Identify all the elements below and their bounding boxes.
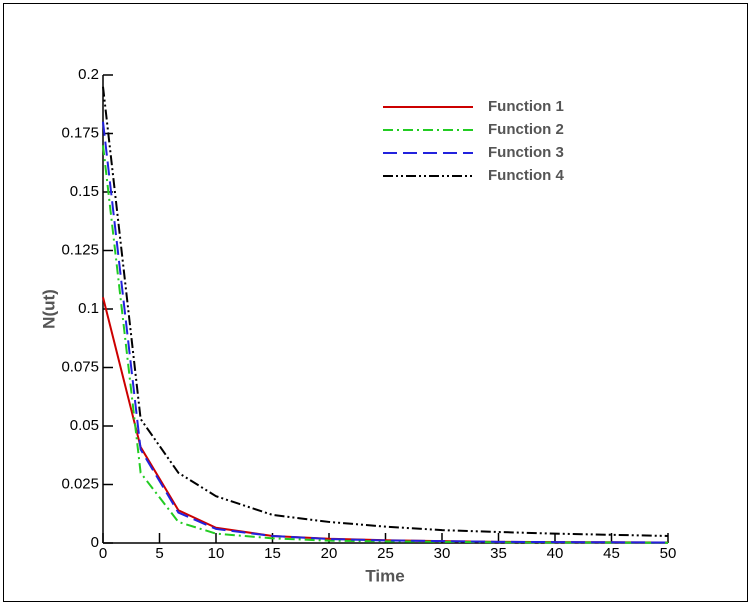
legend-label: Function 4	[488, 167, 564, 184]
y-tick-label: 0.125	[61, 241, 99, 258]
x-axis-title: Time	[365, 566, 404, 585]
frame	[3, 3, 748, 602]
legend-label: Function 2	[488, 121, 564, 138]
x-tick-label: 25	[377, 545, 394, 562]
y-tick-label: 0.075	[61, 358, 99, 375]
line-series	[102, 297, 669, 544]
y-tick-label: 0.05	[70, 417, 99, 434]
x-tick-label: 10	[208, 545, 225, 562]
line-series	[102, 121, 669, 544]
x-tick-label: 45	[603, 545, 620, 562]
y-tick-label: 0.2	[78, 66, 99, 83]
x-tick-label: 35	[490, 545, 507, 562]
x-tick-label: 5	[155, 545, 163, 562]
y-tick-label: 0.1	[78, 300, 99, 317]
legend-label: Function 1	[488, 98, 564, 115]
y-tick-label: 0.025	[61, 475, 99, 492]
legend-label: Function 3	[488, 144, 564, 161]
x-tick-label: 40	[547, 545, 564, 562]
x-tick-label: 15	[264, 545, 281, 562]
y-tick-label: 0	[91, 534, 99, 551]
line-series	[102, 145, 669, 544]
line-series	[102, 86, 669, 537]
x-tick-label: 20	[321, 545, 338, 562]
x-tick-label: 30	[434, 545, 451, 562]
y-tick-label: 0.175	[61, 124, 99, 141]
x-tick-label: 50	[660, 545, 677, 562]
y-axis-title: N(ut)	[39, 289, 58, 329]
y-tick-label: 0.15	[70, 183, 99, 200]
x-tick-label: 0	[99, 545, 107, 562]
